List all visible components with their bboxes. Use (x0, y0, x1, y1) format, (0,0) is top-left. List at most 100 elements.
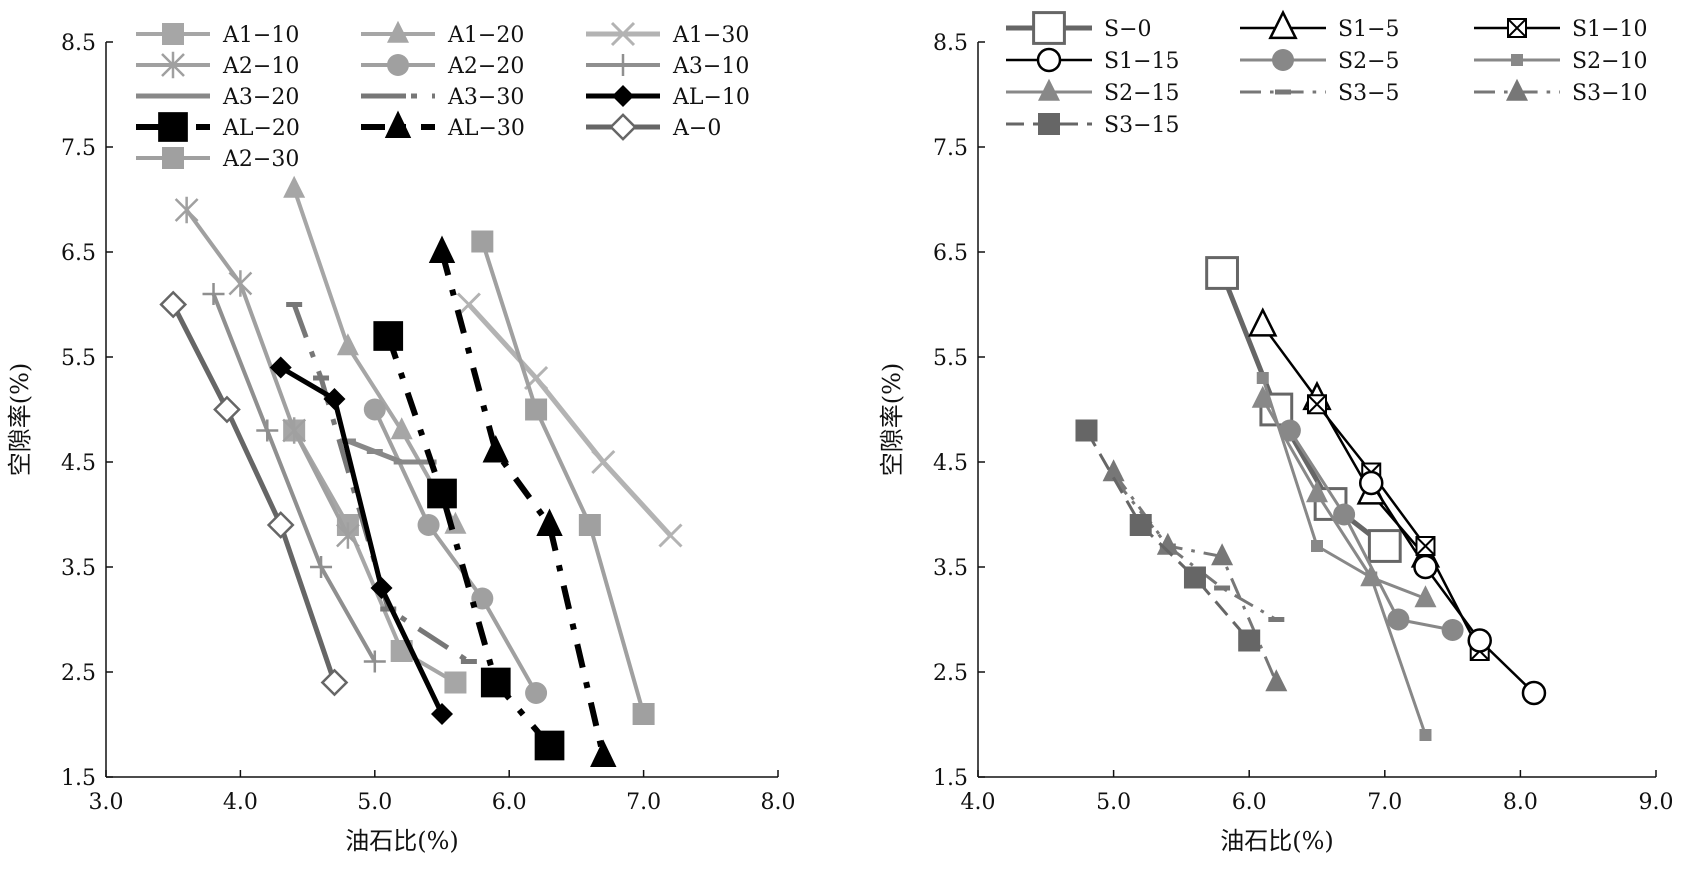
data-point-marker (1387, 608, 1410, 631)
series-line (1112, 471, 1278, 684)
data-point-marker (283, 175, 306, 198)
data-point-marker (174, 196, 199, 224)
series-AL−10 (269, 356, 453, 725)
series-line (467, 302, 673, 538)
x-tick-label: 6.0 (1232, 790, 1267, 815)
legend-swatch-marker (612, 54, 634, 76)
series-line (385, 335, 552, 748)
data-point-marker (286, 302, 303, 307)
data-point-marker (1075, 419, 1098, 442)
data-point-marker (1419, 729, 1432, 741)
legend-entry: AL−30 (361, 110, 525, 141)
legend-label: A1−10 (222, 23, 299, 48)
series-A3−30 (286, 302, 477, 664)
legend-label: S1−15 (1104, 49, 1180, 74)
data-point-marker (471, 230, 494, 253)
data-point-marker (1211, 543, 1234, 566)
series-A2−30 (471, 230, 655, 725)
data-point-marker (578, 514, 601, 536)
series-line (291, 303, 471, 664)
data-point-marker (1205, 256, 1239, 290)
x-tick-label: 5.0 (1096, 790, 1131, 815)
series-line (347, 438, 429, 465)
series-A1−30 (456, 292, 683, 548)
legend-swatch-marker (609, 113, 637, 141)
data-point-marker (393, 459, 410, 465)
legend-swatch-marker (390, 93, 406, 99)
legend-label: AL−10 (672, 85, 750, 110)
data-point-marker (363, 650, 386, 673)
y-tick-label: 5.5 (933, 346, 968, 371)
legend-label: A2−30 (222, 147, 299, 172)
data-point-marker (658, 523, 683, 548)
x-tick-label: 7.0 (626, 790, 661, 815)
series-line (185, 208, 350, 537)
data-point-marker (1521, 680, 1547, 706)
data-point-marker (1256, 372, 1269, 384)
y-tick-label: 5.5 (61, 346, 96, 371)
data-point-marker (1307, 394, 1327, 414)
data-point-marker (1367, 529, 1402, 563)
data-point-marker (1358, 470, 1384, 496)
legend-label: S−0 (1104, 17, 1152, 42)
data-point-marker (310, 556, 333, 578)
series-A2−20 (363, 398, 548, 704)
y-tick-label: 8.5 (933, 31, 968, 56)
series-line (480, 240, 646, 715)
series-S2−15 (1251, 385, 1437, 608)
chart-panel-1: 3.0 4.0 5.0 6.0 7.0 8.0 1.5 2.5 3.5 4.5 5.5 6.5 7.5 8… (6, 20, 796, 855)
legend-swatch-marker (387, 54, 409, 76)
y-tick-label: 8.5 (61, 31, 96, 56)
legend-swatch-marker (1275, 89, 1291, 95)
series-S3−10 (1102, 459, 1288, 692)
data-point-marker (1306, 480, 1328, 503)
data-point-marker (380, 606, 397, 612)
legend-label: AL−30 (447, 116, 525, 141)
legend-swatch-marker (1038, 78, 1060, 101)
series-line (279, 365, 445, 716)
data-point-marker (632, 703, 655, 725)
legend-swatch-marker (1506, 78, 1528, 101)
data-point-marker (591, 449, 616, 475)
data-point-marker (269, 356, 292, 379)
data-point-marker (1415, 536, 1436, 556)
legend-entry: A1−10 (136, 23, 299, 48)
series-line (372, 408, 538, 694)
legend: A1−10 A1−20 A1−30 A2−10 A2−20 A3−10 A3−20 A3−30… (136, 20, 750, 172)
data-point-marker (390, 417, 413, 440)
data-point-marker (323, 388, 346, 410)
legend-label: S3−10 (1572, 81, 1648, 106)
legend-label: S1−10 (1572, 17, 1648, 42)
data-point-marker (1183, 566, 1206, 589)
data-point-marker (228, 270, 253, 297)
data-point-marker (590, 739, 617, 767)
x-tick-label: 4.0 (223, 790, 258, 815)
data-point-marker (525, 682, 548, 704)
data-point-marker (480, 667, 511, 698)
legend-swatch-marker (1511, 54, 1523, 66)
data-point-marker (1441, 619, 1464, 641)
series-line (1112, 476, 1278, 621)
data-point-marker (1414, 585, 1437, 608)
data-point-marker (1248, 307, 1278, 337)
series-S1−15 (1358, 470, 1547, 706)
legend-swatch-marker (612, 85, 634, 107)
data-point-marker (525, 398, 548, 421)
legend-entry: A2−10 (136, 51, 299, 79)
data-point-marker (1214, 585, 1231, 591)
data-point-marker (471, 587, 494, 610)
legend-entry: S2−15 (1006, 78, 1180, 106)
data-point-marker (427, 478, 457, 509)
x-axis-label: 油石比(%) (345, 827, 459, 855)
data-point-marker (456, 292, 481, 317)
series-A3−10 (202, 283, 386, 673)
data-point-marker (1413, 554, 1438, 580)
legend-label: A−0 (672, 116, 721, 141)
data-point-marker (339, 438, 356, 444)
legend-swatch-marker (1038, 113, 1060, 135)
legend-swatch-marker (1507, 18, 1527, 38)
legend-entry: A3−30 (361, 85, 524, 110)
data-point-marker (1311, 540, 1323, 552)
